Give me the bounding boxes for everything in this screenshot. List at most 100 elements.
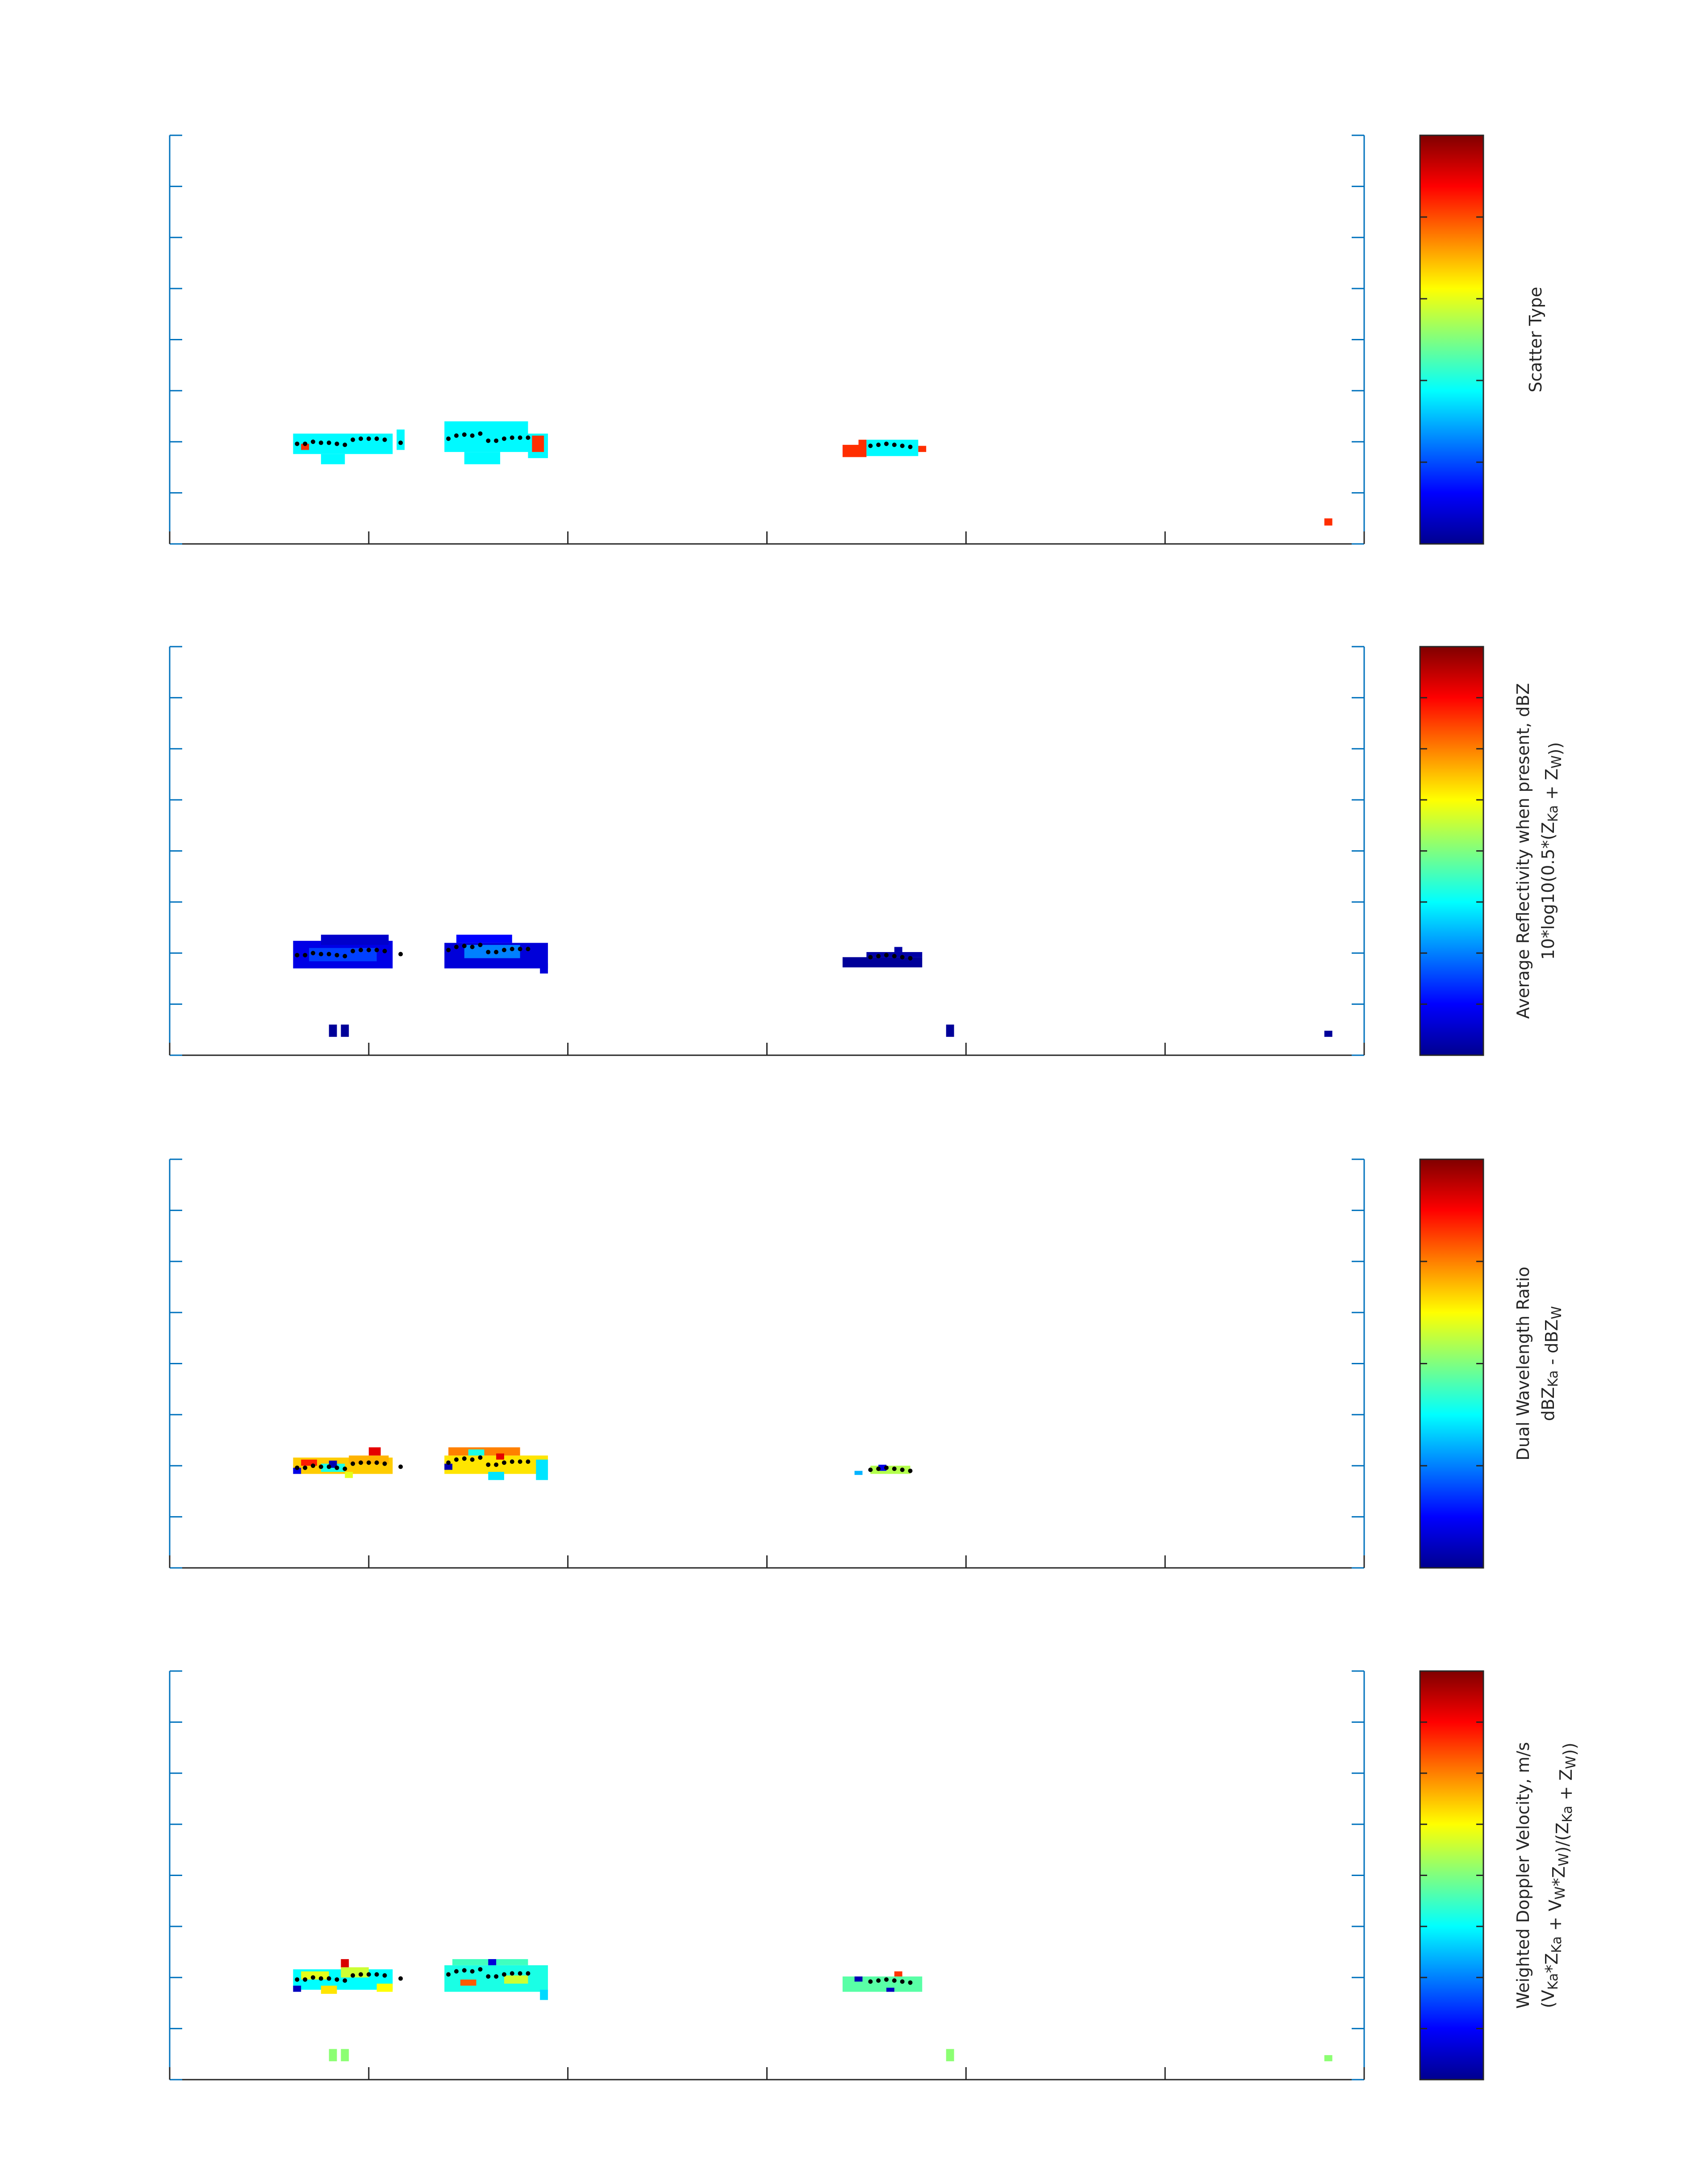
profile-point bbox=[892, 1978, 897, 1983]
profile-point bbox=[470, 433, 475, 438]
profile-point bbox=[446, 948, 451, 953]
profile-point bbox=[470, 944, 475, 949]
colorbar bbox=[1419, 1158, 1484, 1569]
profile-point bbox=[366, 948, 371, 953]
data-cell bbox=[444, 1463, 453, 1470]
data-cell bbox=[854, 1976, 863, 1982]
profile-point bbox=[303, 953, 308, 957]
profile-point bbox=[892, 1467, 897, 1471]
profile-point bbox=[876, 954, 881, 959]
profile-point bbox=[351, 1461, 355, 1466]
data-cell bbox=[946, 1024, 954, 1037]
data-cell bbox=[321, 1985, 337, 1994]
profile-point bbox=[295, 953, 300, 957]
profile-point bbox=[470, 1969, 475, 1974]
data-cell bbox=[1324, 1031, 1332, 1037]
data-cell bbox=[456, 935, 512, 943]
profile-point bbox=[359, 436, 363, 441]
profile-point bbox=[311, 951, 315, 956]
profile-point bbox=[359, 1972, 363, 1977]
profile-point bbox=[884, 1465, 889, 1470]
profile-point bbox=[478, 431, 483, 436]
profile-point bbox=[342, 1467, 347, 1471]
profile-point bbox=[478, 1455, 483, 1460]
profile-point bbox=[486, 949, 491, 954]
data-cell bbox=[460, 1979, 476, 1986]
profile-point bbox=[486, 1974, 491, 1979]
profile-point bbox=[326, 1976, 331, 1981]
data-cell bbox=[858, 439, 867, 447]
chart-panel-2: Average Reflectivity when present, dBZ 10… bbox=[169, 646, 1565, 1056]
colorbar-label: Average Reflectivity when present, dBZ bbox=[1513, 683, 1533, 1019]
profile-point bbox=[518, 1459, 522, 1464]
profile-point bbox=[502, 948, 506, 953]
profile-point bbox=[295, 1465, 300, 1470]
profile-point bbox=[382, 1461, 387, 1466]
profile-point bbox=[509, 435, 514, 440]
data-cell bbox=[293, 1985, 301, 1992]
profile-point bbox=[876, 443, 881, 447]
profile-point bbox=[518, 1971, 522, 1976]
profile-point bbox=[295, 1977, 300, 1982]
profile-point bbox=[374, 1972, 379, 1977]
profile-point bbox=[494, 1462, 499, 1467]
data-cell bbox=[946, 2049, 954, 2061]
profile-point bbox=[494, 1974, 499, 1979]
profile-point bbox=[303, 441, 308, 446]
data-cell bbox=[854, 1471, 863, 1475]
colorbar-label: Dual Wavelength Ratio bbox=[1513, 1266, 1533, 1460]
profile-point bbox=[900, 955, 905, 960]
profile-point bbox=[454, 1969, 459, 1974]
data-cell bbox=[894, 1971, 902, 1976]
profile-point bbox=[398, 440, 403, 445]
data-cell bbox=[321, 454, 345, 464]
data-cell bbox=[321, 935, 389, 945]
data-cell bbox=[329, 2049, 337, 2061]
profile-point bbox=[295, 441, 300, 446]
data-cell bbox=[1324, 2055, 1332, 2061]
profile-point bbox=[462, 944, 467, 949]
profile-point bbox=[462, 1968, 467, 1973]
data-cell bbox=[488, 1471, 504, 1480]
data-cell bbox=[329, 1024, 337, 1037]
profile-point bbox=[868, 1979, 873, 1984]
profile-point bbox=[518, 947, 522, 952]
profile-point bbox=[478, 1967, 483, 1972]
data-cell bbox=[536, 1459, 548, 1480]
profile-point bbox=[303, 1977, 308, 1982]
data-cell bbox=[918, 446, 927, 452]
profile-point bbox=[446, 1460, 451, 1465]
data-cell bbox=[293, 1467, 301, 1474]
data-cell bbox=[540, 963, 548, 974]
profile-point bbox=[502, 1972, 506, 1977]
data-cell bbox=[368, 1447, 381, 1456]
profile-point bbox=[351, 949, 355, 953]
profile-point bbox=[908, 444, 913, 449]
profile-point bbox=[398, 952, 403, 957]
profile-point bbox=[311, 439, 315, 444]
data-cell bbox=[886, 1988, 894, 1992]
chart-panel-3: Dual Wavelength Ratio dBZKa - dBZW bbox=[169, 1158, 1565, 1569]
profile-point bbox=[486, 1462, 491, 1467]
colorbar-label: 10*log10(0.5*(ZKa + ZW)) bbox=[1538, 742, 1565, 960]
data-cell bbox=[345, 1471, 353, 1478]
profile-point bbox=[900, 1467, 905, 1472]
profile-point bbox=[342, 954, 347, 959]
profile-point bbox=[884, 1977, 889, 1982]
data-cell bbox=[504, 1975, 528, 1984]
data-cell bbox=[444, 421, 528, 452]
profile-point bbox=[509, 1971, 514, 1976]
profile-point bbox=[446, 436, 451, 441]
data-cell bbox=[341, 1024, 349, 1037]
profile-point bbox=[359, 1460, 363, 1465]
profile-point bbox=[518, 435, 522, 440]
colorbar-label: Scatter Type bbox=[1526, 287, 1545, 392]
data-cell bbox=[488, 1959, 497, 1965]
data-cell bbox=[341, 2049, 349, 2061]
profile-point bbox=[454, 433, 459, 438]
colorbar-label: (VKa*ZKa + VW*ZW)/(ZKa + ZW)) bbox=[1538, 1742, 1579, 2008]
profile-point bbox=[876, 1467, 881, 1471]
profile-point bbox=[509, 947, 514, 952]
data-cell bbox=[341, 1959, 349, 1968]
